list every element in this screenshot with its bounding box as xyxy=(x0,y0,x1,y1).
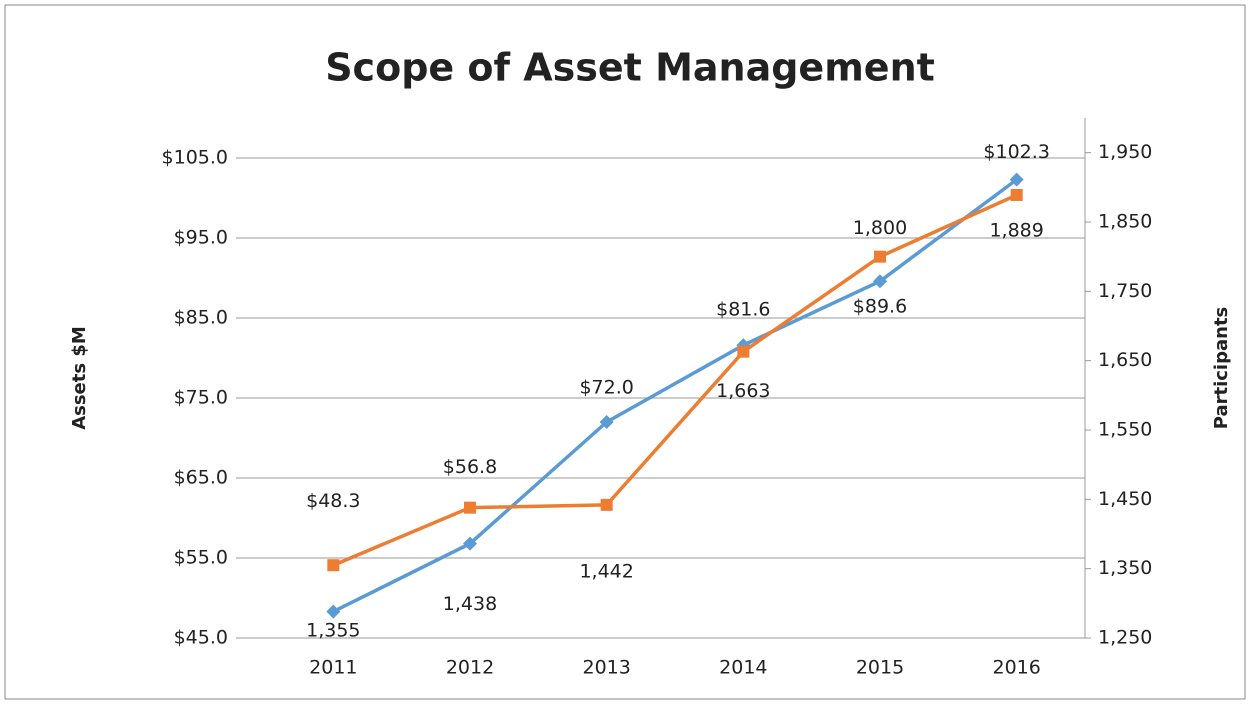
marker xyxy=(463,536,477,551)
series-line xyxy=(332,193,1018,567)
x-tick-label: 2014 xyxy=(719,657,767,679)
y-tick-label: $55.0 xyxy=(174,547,228,569)
marker xyxy=(327,559,340,572)
data-label: 1,889 xyxy=(989,219,1043,241)
data-label: 1,355 xyxy=(306,620,360,642)
y2-tick-label: 1,450 xyxy=(1098,488,1152,510)
chart-border xyxy=(4,4,1246,700)
y2-tick-label: 1,350 xyxy=(1098,557,1152,579)
marker xyxy=(600,498,613,511)
marker xyxy=(873,274,887,289)
y2-tick-label: 1,850 xyxy=(1098,211,1152,233)
marker xyxy=(326,604,341,619)
data-label: 1,442 xyxy=(579,560,633,582)
data-label: $89.6 xyxy=(853,296,907,318)
y-tick-label: $85.0 xyxy=(174,307,228,329)
chart-title: Scope of Asset Management xyxy=(325,46,935,90)
y-tick-label: $65.0 xyxy=(174,467,228,489)
marker xyxy=(1009,172,1024,187)
marker xyxy=(874,250,886,263)
y2-tick-label: 1,250 xyxy=(1098,627,1152,649)
x-tick-label: 2012 xyxy=(446,657,494,679)
marker xyxy=(737,345,750,358)
y2-tick-label: 1,550 xyxy=(1098,419,1152,441)
x-tick-label: 2013 xyxy=(582,657,630,679)
data-label: $72.0 xyxy=(579,377,633,399)
y-axis-title: Assets $M xyxy=(69,326,90,430)
x-tick-label: 2016 xyxy=(992,657,1040,679)
data-label: $81.6 xyxy=(716,299,770,321)
data-label: 1,438 xyxy=(443,593,497,615)
y2-tick-label: 1,650 xyxy=(1098,349,1152,371)
data-label: $48.3 xyxy=(306,490,360,512)
y-tick-label: $105.0 xyxy=(162,147,228,169)
marker xyxy=(464,501,476,514)
y2-axis-title: Participants xyxy=(1211,307,1232,430)
x-tick-label: 2015 xyxy=(856,657,904,679)
series-line xyxy=(332,178,1018,614)
y-tick-label: $45.0 xyxy=(174,627,228,649)
y2-tick-label: 1,950 xyxy=(1098,141,1152,163)
y2-tick-label: 1,750 xyxy=(1098,280,1152,302)
marker xyxy=(1010,188,1023,201)
y-tick-label: $95.0 xyxy=(174,227,228,249)
data-label: 1,663 xyxy=(716,380,770,402)
data-label: 1,800 xyxy=(853,217,907,239)
data-label: $56.8 xyxy=(443,456,497,478)
marker xyxy=(599,415,614,429)
y-tick-label: $75.0 xyxy=(174,387,228,409)
x-tick-label: 2011 xyxy=(309,657,357,679)
data-label: $102.3 xyxy=(983,141,1049,163)
